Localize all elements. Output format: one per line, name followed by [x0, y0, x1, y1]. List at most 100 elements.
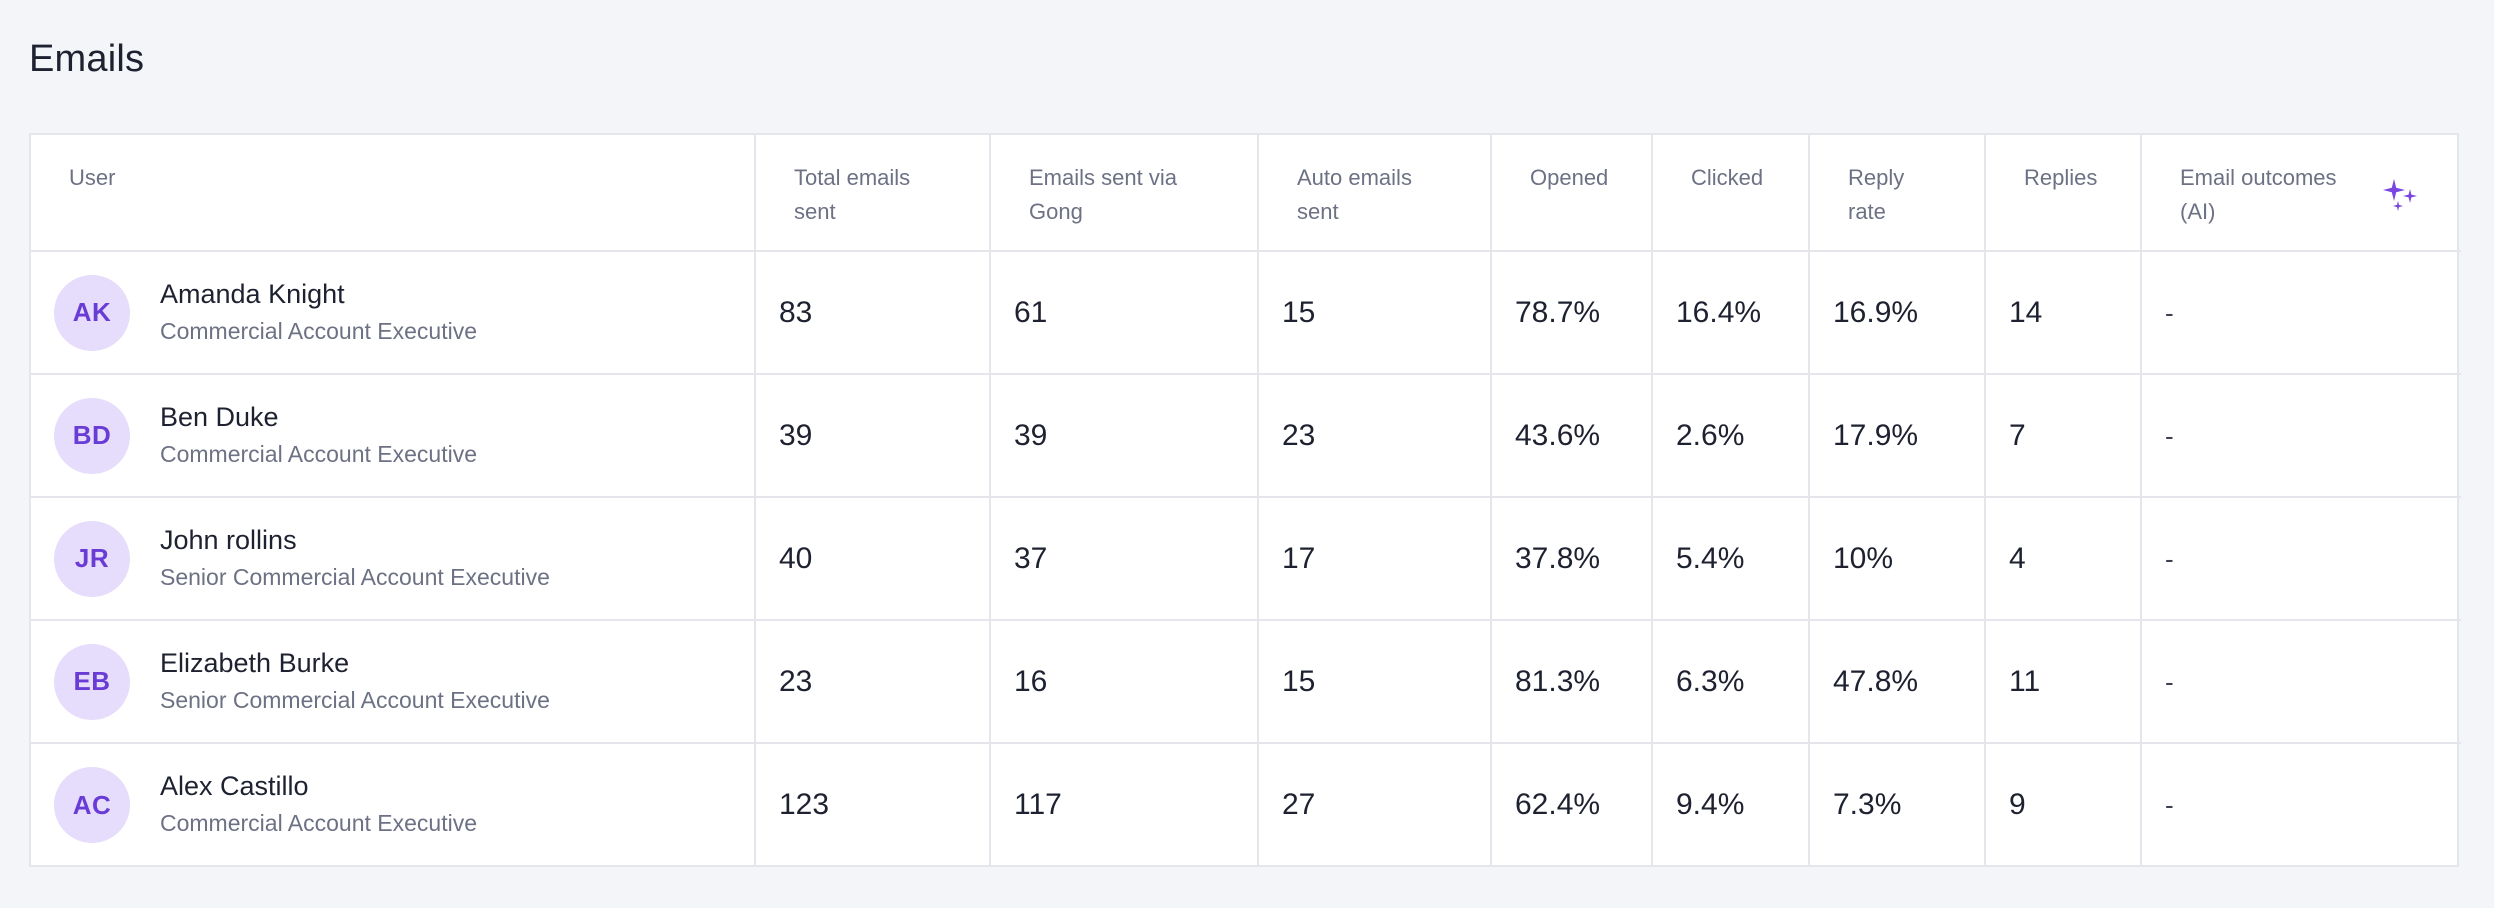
clicked-cell: 2.6%: [1652, 374, 1810, 498]
user-cell[interactable]: AK Amanda Knight Commercial Account Execut…: [31, 251, 756, 375]
user-role: Commercial Account Executive: [160, 440, 478, 467]
avatar[interactable]: AK: [54, 274, 130, 351]
email-outcomes-value: -: [2165, 420, 2174, 451]
user-name[interactable]: Elizabeth Burke: [160, 647, 350, 678]
column-header-auto-emails-sent[interactable]: Auto emails sent: [1258, 135, 1492, 252]
email-outcomes-cell: -: [2141, 251, 2461, 375]
table-row[interactable]: JR John rollins Senior Commercial Account …: [31, 497, 2461, 621]
user-role: Senior Commercial Account Executive: [160, 686, 550, 713]
user-name[interactable]: Amanda Knight: [160, 278, 345, 309]
column-header-reply-rate[interactable]: Reply rate: [1809, 135, 1986, 252]
user-name[interactable]: Ben Duke: [160, 401, 279, 432]
email-outcomes-value: -: [2165, 790, 2174, 820]
avatar[interactable]: EB: [54, 643, 130, 720]
column-header-total-emails-sent[interactable]: Total emails sent: [755, 135, 991, 252]
avatar[interactable]: AC: [54, 767, 130, 843]
opened-cell: 81.3%: [1491, 620, 1653, 744]
auto-emails-sent-cell: 15: [1258, 251, 1492, 375]
column-header-user[interactable]: User: [31, 135, 756, 252]
user-info: AC Alex Castillo Commercial Account Execut…: [54, 767, 754, 843]
reply-rate-cell: 7.3%: [1809, 743, 1986, 866]
emails-sent-via-gong-cell: 37: [990, 497, 1259, 621]
total-emails-sent-cell: 123: [755, 743, 991, 866]
avatar[interactable]: BD: [54, 397, 130, 474]
user-text: Ben Duke Commercial Account Executive: [160, 400, 477, 472]
email-outcomes-value: -: [2165, 297, 2174, 328]
column-header-auto-emails-sent-line2: sent: [1297, 199, 1339, 224]
replies-cell: 14: [1985, 251, 2142, 375]
opened-cell: 43.6%: [1491, 374, 1653, 498]
emails-sent-via-gong-cell: 61: [990, 251, 1259, 375]
column-header-email-outcomes-line1: Email outcomes: [2180, 165, 2337, 190]
column-header-email-outcomes-line2: (AI): [2180, 199, 2216, 224]
reply-rate-cell: 10%: [1809, 497, 1986, 621]
user-cell[interactable]: AC Alex Castillo Commercial Account Execut…: [31, 743, 756, 866]
total-emails-sent-cell: 23: [755, 620, 991, 744]
user-role: Commercial Account Executive: [160, 317, 478, 344]
column-header-email-outcomes[interactable]: Email outcomes (AI): [2141, 135, 2461, 252]
user-info: AK Amanda Knight Commercial Account Execut…: [54, 274, 754, 351]
replies-cell: 11: [1985, 620, 2142, 744]
email-outcomes-cell: -: [2141, 374, 2461, 498]
column-header-total-emails-sent-line2: sent: [794, 199, 836, 224]
table-row[interactable]: BD Ben Duke Commercial Account Executive 39…: [31, 374, 2461, 498]
column-header-reply-rate-line1: Reply: [1848, 165, 1905, 190]
email-outcomes-cell: -: [2141, 743, 2461, 866]
user-text: Elizabeth Burke Senior Commercial Account…: [160, 646, 550, 718]
table-row[interactable]: AC Alex Castillo Commercial Account Execut…: [31, 743, 2461, 866]
clicked-cell: 16.4%: [1652, 251, 1810, 375]
opened-cell: 78.7%: [1491, 251, 1653, 375]
column-header-auto-emails-sent-line1: Auto emails: [1297, 165, 1412, 190]
user-text: John rollins Senior Commercial Account Ex…: [160, 523, 550, 595]
user-info: EB Elizabeth Burke Senior Commercial Accou…: [54, 643, 754, 720]
opened-cell: 37.8%: [1491, 497, 1653, 621]
email-outcomes-value: -: [2165, 543, 2174, 574]
user-cell[interactable]: JR John rollins Senior Commercial Account …: [31, 497, 756, 621]
table-row[interactable]: AK Amanda Knight Commercial Account Execut…: [31, 251, 2461, 375]
column-header-user-label: User: [69, 165, 116, 190]
column-header-email-outcomes-inner: Email outcomes (AI): [2180, 161, 2461, 250]
user-name[interactable]: Alex Castillo: [160, 771, 309, 801]
email-outcomes-cell: -: [2141, 497, 2461, 621]
emails-sent-via-gong-cell: 39: [990, 374, 1259, 498]
user-cell[interactable]: EB Elizabeth Burke Senior Commercial Accou…: [31, 620, 756, 744]
user-text: Alex Castillo Commercial Account Executiv…: [160, 769, 477, 841]
user-role: Commercial Account Executive: [160, 810, 478, 836]
user-name[interactable]: John rollins: [160, 524, 297, 555]
user-cell[interactable]: BD Ben Duke Commercial Account Executive: [31, 374, 756, 498]
replies-cell: 9: [1985, 743, 2142, 866]
column-header-total-emails-sent-line1: Total emails: [794, 165, 911, 190]
emails-table-card: User Total emails sent Emails sent via G…: [29, 133, 2461, 867]
total-emails-sent-cell: 40: [755, 497, 991, 621]
emails-sent-via-gong-cell: 117: [990, 743, 1259, 866]
user-role: Senior Commercial Account Executive: [160, 563, 550, 590]
column-header-opened-label: Opened: [1530, 165, 1609, 190]
user-info: JR John rollins Senior Commercial Account …: [54, 520, 754, 597]
clicked-cell: 6.3%: [1652, 620, 1810, 744]
clicked-cell: 5.4%: [1652, 497, 1810, 621]
column-header-opened[interactable]: Opened: [1491, 135, 1653, 252]
user-info: BD Ben Duke Commercial Account Executive: [54, 397, 754, 474]
reply-rate-cell: 16.9%: [1809, 251, 1986, 375]
column-header-emails-sent-via-gong[interactable]: Emails sent via Gong: [990, 135, 1259, 252]
auto-emails-sent-cell: 27: [1258, 743, 1492, 866]
reply-rate-cell: 17.9%: [1809, 374, 1986, 498]
table-header-row: User Total emails sent Emails sent via G…: [31, 135, 2461, 252]
emails-sent-via-gong-cell: 16: [990, 620, 1259, 744]
total-emails-sent-cell: 39: [755, 374, 991, 498]
column-header-emails-sent-via-gong-line2: Gong: [1029, 199, 1083, 224]
auto-emails-sent-cell: 15: [1258, 620, 1492, 744]
auto-emails-sent-cell: 23: [1258, 374, 1492, 498]
table-row[interactable]: EB Elizabeth Burke Senior Commercial Accou…: [31, 620, 2461, 744]
emails-table: User Total emails sent Emails sent via G…: [31, 135, 2461, 866]
user-text: Amanda Knight Commercial Account Executiv…: [160, 277, 477, 349]
avatar[interactable]: JR: [54, 520, 130, 597]
opened-cell: 62.4%: [1491, 743, 1653, 866]
column-header-clicked[interactable]: Clicked: [1652, 135, 1810, 252]
replies-cell: 7: [1985, 374, 2142, 498]
column-header-replies-label: Replies: [2024, 165, 2098, 190]
column-header-reply-rate-line2: rate: [1848, 199, 1886, 224]
total-emails-sent-cell: 83: [755, 251, 991, 375]
column-header-clicked-label: Clicked: [1691, 165, 1764, 190]
column-header-replies[interactable]: Replies: [1985, 135, 2142, 252]
